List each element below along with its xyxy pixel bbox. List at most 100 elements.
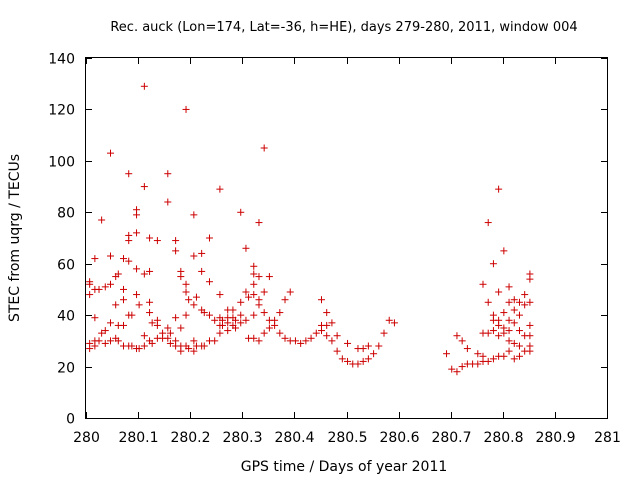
data-point bbox=[250, 311, 258, 319]
x-tick-label: 280.4 bbox=[274, 430, 314, 446]
data-point bbox=[489, 327, 497, 335]
data-point bbox=[101, 339, 109, 347]
data-point bbox=[521, 291, 529, 299]
data-point bbox=[205, 278, 213, 286]
data-point bbox=[120, 321, 128, 329]
data-point bbox=[344, 357, 352, 365]
y-tick-label: 60 bbox=[57, 258, 75, 274]
data-point bbox=[276, 309, 284, 317]
data-point bbox=[237, 298, 245, 306]
data-point bbox=[479, 280, 487, 288]
data-point bbox=[114, 337, 122, 345]
data-point bbox=[281, 296, 289, 304]
data-point bbox=[91, 255, 99, 263]
data-point bbox=[133, 229, 141, 237]
data-point bbox=[242, 316, 250, 324]
data-point bbox=[276, 329, 284, 337]
data-point bbox=[489, 260, 497, 268]
data-point bbox=[323, 332, 331, 340]
data-point bbox=[505, 337, 513, 345]
data-point bbox=[120, 296, 128, 304]
x-tick-label: 281 bbox=[594, 430, 621, 446]
y-tick-label: 80 bbox=[57, 206, 75, 222]
data-points-group bbox=[86, 82, 534, 376]
data-point bbox=[172, 237, 180, 245]
data-point bbox=[255, 337, 263, 345]
data-point bbox=[526, 275, 534, 283]
data-point bbox=[237, 319, 245, 327]
data-point bbox=[98, 216, 106, 224]
data-point bbox=[101, 283, 109, 291]
data-point bbox=[190, 301, 198, 309]
data-point bbox=[484, 357, 492, 365]
data-point bbox=[200, 342, 208, 350]
data-point bbox=[359, 357, 367, 365]
data-point bbox=[112, 301, 120, 309]
y-tick-label: 0 bbox=[66, 412, 75, 428]
data-point bbox=[489, 355, 497, 363]
data-point bbox=[260, 329, 268, 337]
data-point bbox=[359, 345, 367, 353]
data-point bbox=[245, 293, 253, 301]
data-point bbox=[484, 298, 492, 306]
data-point bbox=[106, 149, 114, 157]
data-point bbox=[526, 321, 534, 329]
data-point bbox=[250, 270, 258, 278]
data-point bbox=[250, 291, 258, 299]
data-point bbox=[133, 265, 141, 273]
data-point bbox=[86, 278, 94, 286]
data-point bbox=[198, 267, 206, 275]
data-point bbox=[146, 298, 154, 306]
y-axis-label: STEC from uqrg / TECUs bbox=[7, 154, 23, 322]
data-point bbox=[255, 301, 263, 309]
data-point bbox=[146, 234, 154, 242]
data-point bbox=[95, 337, 103, 345]
data-point bbox=[205, 234, 213, 242]
data-point bbox=[260, 309, 268, 317]
data-point bbox=[164, 198, 172, 206]
data-point bbox=[172, 247, 180, 255]
data-point bbox=[140, 342, 148, 350]
data-point bbox=[190, 347, 198, 355]
x-tick-label: 280.2 bbox=[170, 430, 210, 446]
data-point bbox=[106, 252, 114, 260]
data-point bbox=[91, 314, 99, 322]
data-point bbox=[120, 285, 128, 293]
data-point bbox=[495, 185, 503, 193]
x-tick-label: 280.5 bbox=[327, 430, 367, 446]
data-point bbox=[140, 270, 148, 278]
chart-title: Rec. auck (Lon=174, Lat=-36, h=HE), days… bbox=[110, 20, 577, 35]
data-point bbox=[333, 347, 341, 355]
data-point bbox=[229, 306, 237, 314]
x-tick-label: 280.3 bbox=[222, 430, 262, 446]
data-point bbox=[443, 350, 451, 358]
data-point bbox=[216, 291, 224, 299]
data-point bbox=[242, 244, 250, 252]
data-point bbox=[505, 283, 513, 291]
data-point bbox=[153, 237, 161, 245]
data-point bbox=[281, 334, 289, 342]
data-point bbox=[128, 342, 136, 350]
plot-frame bbox=[85, 57, 608, 419]
data-point bbox=[190, 211, 198, 219]
y-tick-label: 20 bbox=[57, 361, 75, 377]
data-point bbox=[265, 273, 273, 281]
data-point bbox=[505, 298, 513, 306]
data-point bbox=[98, 329, 106, 337]
data-point bbox=[125, 170, 133, 178]
data-point bbox=[164, 334, 172, 342]
x-tick-label: 280 bbox=[73, 430, 100, 446]
data-point bbox=[135, 345, 143, 353]
data-point bbox=[448, 365, 456, 373]
data-point bbox=[164, 324, 172, 332]
data-point bbox=[182, 105, 190, 113]
data-point bbox=[500, 309, 508, 317]
data-point bbox=[148, 319, 156, 327]
data-point bbox=[453, 368, 461, 376]
data-point bbox=[133, 291, 141, 299]
data-point bbox=[135, 301, 143, 309]
data-point bbox=[232, 324, 240, 332]
data-point bbox=[182, 288, 190, 296]
data-point bbox=[317, 296, 325, 304]
data-point bbox=[510, 319, 518, 327]
